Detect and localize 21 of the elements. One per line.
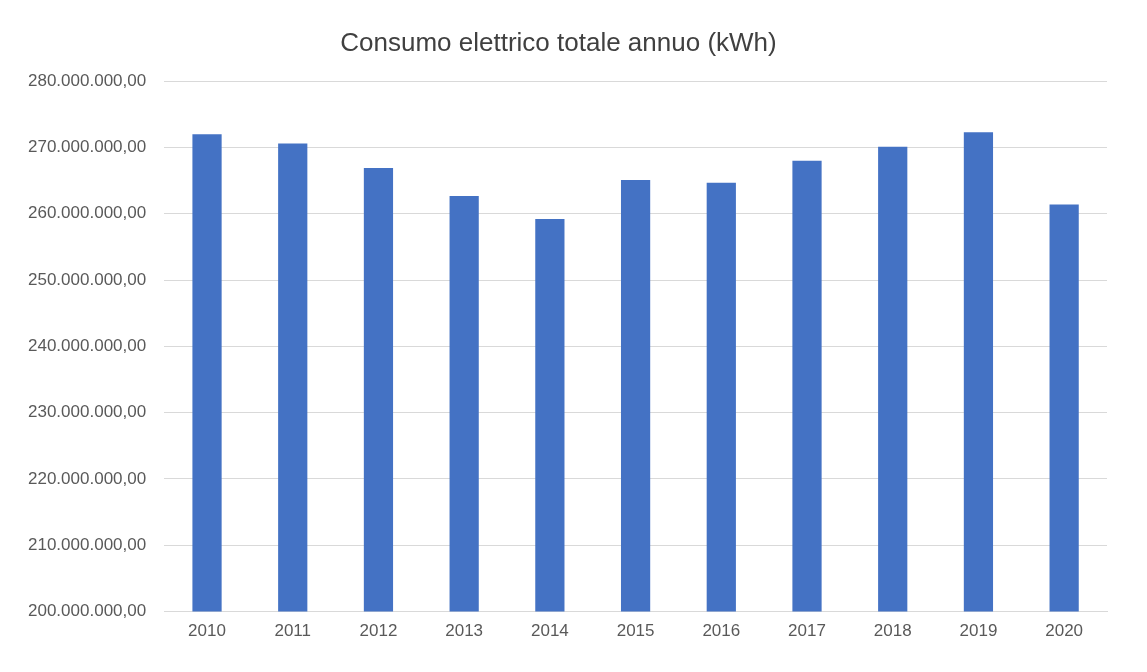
x-tick-label: 2018	[873, 621, 912, 641]
x-tick-label: 2010	[188, 621, 226, 641]
x-tick-label: 2015	[616, 621, 655, 641]
x-tick-label: 2016	[702, 621, 741, 641]
x-tick-label: 2012	[359, 621, 398, 641]
y-tick-label: 280.000.000,00	[28, 70, 147, 90]
y-tick-label: 220.000.000,00	[28, 468, 147, 488]
x-tick-label: 2011	[274, 621, 312, 641]
y-tick-label: 270.000.000,00	[28, 137, 147, 157]
y-tick-label: 200.000.000,00	[28, 601, 147, 621]
y-tick-label: 210.000.000,00	[28, 534, 147, 554]
x-tick-label: 2020	[1045, 621, 1084, 641]
chart-title: Consumo elettrico totale annuo (kWh)	[340, 26, 777, 57]
x-tick-label: 2017	[788, 621, 826, 641]
x-tick-label: 2019	[959, 621, 998, 641]
x-tick-label: 2013	[445, 621, 484, 641]
y-tick-label: 250.000.000,00	[28, 269, 147, 289]
y-tick-label: 260.000.000,00	[28, 203, 147, 223]
x-tick-label: 2014	[530, 621, 569, 641]
y-tick-label: 240.000.000,00	[28, 336, 147, 356]
y-tick-label: 230.000.000,00	[28, 402, 147, 422]
